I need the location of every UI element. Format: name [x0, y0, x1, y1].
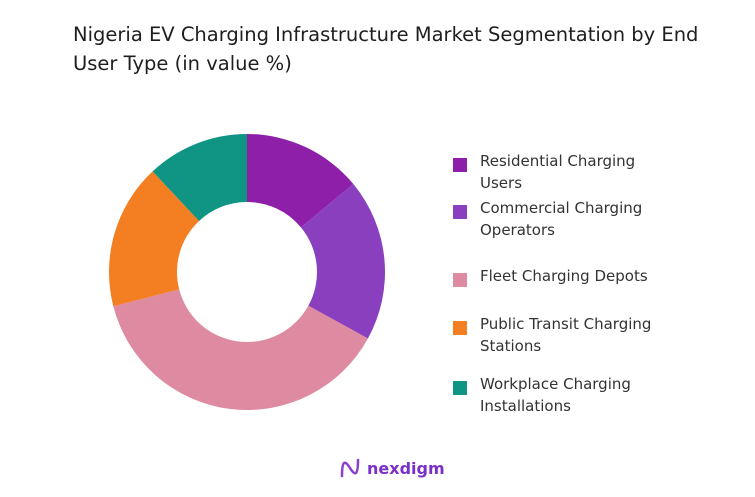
legend-swatch: [453, 205, 467, 219]
donut-slice-public-transit-charging-stations: [109, 171, 200, 307]
legend-label: Residential Charging Users: [480, 152, 636, 192]
brand-name: nexdigm: [367, 458, 445, 478]
donut-slice-commercial-charging-operators: [300, 184, 385, 339]
legend-label: Commercial Charging Operators: [480, 199, 643, 239]
donut-slice-residential-charging-users: [247, 134, 354, 228]
nexdigm-logo-icon: [340, 458, 360, 478]
legend-label: Workplace Charging Installations: [480, 375, 631, 415]
legend-swatch: [453, 381, 467, 395]
legend-swatch: [453, 158, 467, 172]
chart-title: Nigeria EV Charging Infrastructure Marke…: [73, 23, 699, 75]
donut-slice-fleet-charging-depots: [113, 289, 368, 410]
brand-logo: nexdigm: [339, 458, 445, 478]
legend-swatch: [453, 321, 467, 335]
legend-label: Fleet Charging Depots: [480, 267, 648, 285]
legend-swatch: [453, 273, 467, 287]
donut-slice-workplace-charging-installations: [152, 134, 247, 221]
legend-label: Public Transit Charging Stations: [480, 315, 652, 355]
